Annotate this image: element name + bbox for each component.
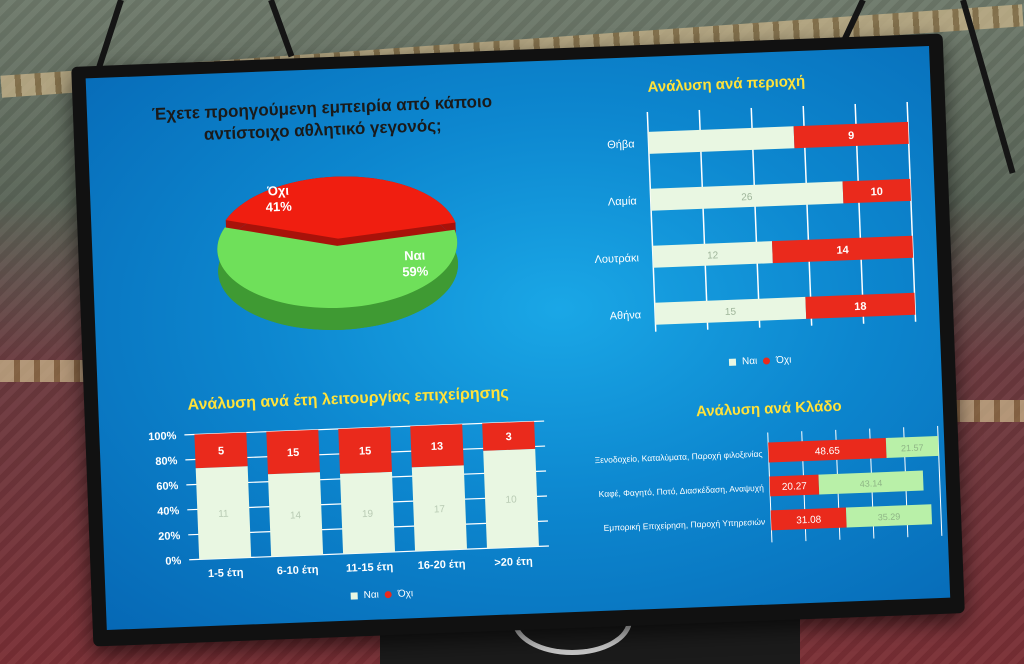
sector-category-label: Εμπορική Επιχείρηση, Παροχή Υπηρεσιών [603,517,765,533]
years-chart-title: Ανάλυση ανά έτη λειτουργίας επιχείρησης [187,384,509,414]
years-yes-value: 10 [505,494,517,505]
sector-bar-yes [845,504,933,528]
region-bar-yes [652,241,773,268]
tv-monitor: Έχετε προηγούμενη εμπειρία από κάποιο αν… [71,33,965,647]
carpet-stripe [940,400,1024,422]
pie-slice-side [217,227,459,330]
region-bar-no [805,292,916,319]
years-bar-no [266,429,320,475]
region-no-value: 14 [836,244,850,256]
region-bar-yes [648,126,795,154]
years-bar-no [482,421,536,451]
region-legend: Ναι Όχι [728,354,792,368]
sector-no-value: 48.65 [815,446,841,458]
sector-no-value: 31.08 [796,514,822,526]
sector-category-label: Καφέ, Φαγητό, Ποτό, Διασκέδαση, Αναψυχή [598,483,764,499]
years-ytick-label: 40% [157,505,180,518]
years-ytick-label: 80% [155,455,178,468]
pie-chart [217,176,459,330]
sector-category-label: Ξενοδοχείο, Καταλύματα, Παροχή φιλοξενία… [594,449,762,465]
years-ytick-label: 0% [165,555,182,568]
region-yes-value: 26 [741,192,753,203]
years-bar-yes [483,448,539,549]
years-no-value: 15 [287,447,300,459]
legend-yes-text: Ναι [363,589,380,602]
years-yes-value: 19 [362,509,374,520]
pie-slice-no [225,176,456,239]
legend-no-swatch [763,357,771,365]
years-category-label: 6-10 έτη [277,564,319,578]
years-bar-no [410,424,464,468]
region-yes-value: 12 [707,250,719,261]
pie-no-label: Όχι 41% [248,182,309,216]
years-bar-yes [340,471,396,554]
sector-bar-no [768,437,887,463]
pie-no-value: 41% [265,198,292,215]
years-legend: Ναι Όχι [350,588,413,601]
region-bar-no [842,178,911,204]
years-no-value: 5 [218,445,225,457]
region-category-label: Λουτράκι [594,252,639,266]
region-bar-no [771,235,914,264]
sector-bar-yes [818,470,924,495]
legend-no-text: Όχι [776,354,792,367]
sector-yes-value: 21.57 [901,443,924,454]
years-ytick-label: 100% [148,430,177,443]
legend-yes-swatch [350,592,358,600]
region-bar-yes [654,296,807,325]
sector-yes-value: 43.14 [860,478,883,489]
region-bar-no [793,121,909,149]
pie-yes-label: Ναι 59% [384,247,445,281]
years-no-value: 15 [359,445,372,457]
legend-no-text: Όχι [397,588,414,600]
pie-slice-yes [217,227,458,308]
years-ytick-label: 60% [156,480,179,493]
legend-yes-swatch [728,358,737,366]
region-chart-title: Ανάλυση ανά περιοχή [647,72,806,96]
years-bar-yes [411,465,467,552]
years-bar-chart: 0% 20% 40% 60% 80% 100% 5 11 1-5 έτη 15 14 6-10 έτη… [148,420,549,580]
sector-no-value: 20.27 [782,481,808,493]
region-no-value: 9 [848,130,855,142]
years-category-label: 16-20 έτη [417,558,465,572]
legend-yes-text: Ναι [741,355,758,368]
years-bar-yes [267,472,324,557]
years-yes-value: 11 [218,509,229,520]
years-bar-no [194,432,248,469]
years-yes-value: 14 [290,510,302,521]
sector-bar-chart: Ξενοδοχείο, Καταλύματα, Παροχή φιλοξενία… [594,425,943,543]
pie-chart-title: Έχετε προηγούμενη εμπειρία από κάποιο αν… [127,90,518,149]
region-bar-yes [650,181,844,211]
region-yes-value: 15 [725,307,737,318]
sector-yes-value: 35.29 [878,511,901,522]
years-bar-no [338,426,392,474]
region-category-label: Λαμία [608,195,638,208]
years-category-label: >20 έτη [494,556,533,569]
sector-chart-title: Ανάλυση ανά Κλάδο [695,397,842,421]
years-ytick-label: 20% [158,530,181,543]
presentation-slide: Έχετε προηγούμενη εμπειρία από κάποιο αν… [85,46,951,630]
region-category-label: Θήβα [607,138,635,151]
years-no-value: 13 [431,441,444,453]
years-no-value: 3 [505,431,512,443]
region-bar-chart: Θήβα 9 Λαμία 26 10 Λουτράκι 12 14 Αθήνα 15 18 [594,101,917,332]
region-no-value: 10 [870,186,883,198]
sector-gridline [937,425,943,536]
region-no-value: 18 [854,301,867,313]
pie-yes-value: 59% [401,263,429,280]
legend-no-swatch [384,591,393,599]
years-category-label: 11-15 έτη [346,561,394,575]
region-category-label: Αθήνα [609,309,642,322]
years-bar-yes [195,466,252,560]
sector-bar-no [769,474,820,497]
years-category-label: 1-5 έτη [208,567,244,580]
sector-bar-no [770,507,847,531]
years-yes-value: 17 [434,504,446,515]
sector-bar-yes [885,435,939,458]
